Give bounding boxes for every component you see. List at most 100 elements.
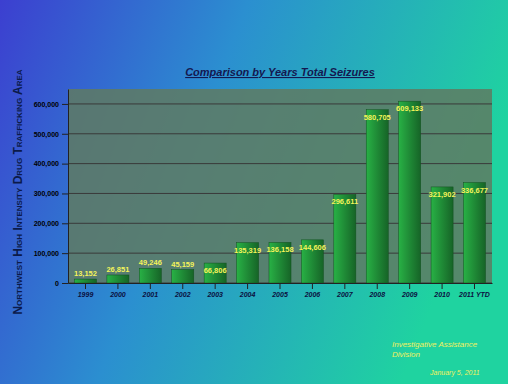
y-tick: 100,000 [34, 250, 68, 258]
chart-svg: Northwest High Intensity Drug Traffickin… [0, 0, 508, 384]
x-tick-label: 2003 [206, 291, 223, 298]
annotation: January 5, 2011 [429, 369, 480, 377]
y-tick-mark [62, 164, 68, 165]
x-tick-label: 2010 [433, 291, 450, 298]
x-tick: 2007 [336, 283, 354, 298]
x-tick-mark [377, 283, 378, 289]
bar [463, 183, 485, 283]
data-labels: 13,152 26,851 49,246 45,159 66,806 135,319 136… [74, 104, 488, 278]
x-tick: 1999 [78, 283, 94, 298]
x-tick-label: 2008 [368, 291, 385, 298]
plot-area [68, 89, 492, 283]
x-tick: 2003 [206, 283, 223, 298]
x-tick-mark [474, 283, 475, 289]
y-tick-label: 400,000 [34, 160, 59, 168]
y-tick-mark [62, 253, 68, 254]
grid [68, 104, 492, 283]
x-tick-mark [247, 283, 248, 289]
x-axis: 1999 2000 2001 2002 2003 2004 2005 2006 2007 2008… [69, 283, 493, 298]
data-label: 45,159 [171, 260, 194, 269]
background [0, 0, 508, 384]
data-label: 135,319 [234, 246, 261, 255]
x-tick: 2011 YTD [458, 283, 490, 298]
y-tick: 600,000 [34, 101, 68, 109]
bar [431, 187, 453, 283]
x-tick: 2009 [401, 283, 418, 298]
data-label: 136,158 [266, 245, 293, 254]
x-tick-label: 2011 YTD [458, 291, 490, 298]
bar [74, 279, 96, 283]
x-tick-mark [150, 283, 151, 289]
y-tick-mark [62, 193, 68, 194]
data-label: 336,677 [461, 186, 488, 195]
x-tick-label: 1999 [78, 291, 94, 298]
x-tick-mark [409, 283, 410, 289]
x-tick-mark [215, 283, 216, 289]
bar [139, 268, 161, 283]
x-tick-label: 2006 [304, 291, 321, 298]
annotation-line: Investigative Assistance [392, 340, 478, 349]
x-tick-mark [182, 283, 183, 289]
chart-container: Northwest High Intensity Drug Traffickin… [0, 0, 508, 384]
y-tick: 500,000 [34, 131, 68, 139]
y-tick-mark [62, 223, 68, 224]
y-tick: 300,000 [34, 190, 68, 198]
y-tick-label: 0 [55, 280, 59, 287]
y-tick: 400,000 [34, 160, 68, 168]
data-label: 49,246 [139, 258, 162, 267]
y-tick-label: 300,000 [34, 190, 59, 198]
grid-line [68, 223, 492, 224]
x-tick-label: 2009 [401, 291, 418, 298]
data-label: 580,705 [364, 113, 391, 122]
y-tick-mark [62, 104, 68, 105]
bar [107, 275, 129, 283]
x-tick-mark [280, 283, 281, 289]
data-label: 321,902 [429, 190, 456, 199]
x-tick: 2010 [433, 283, 450, 298]
bar [399, 101, 421, 283]
y-axis-line [68, 90, 69, 284]
x-tick-mark [344, 283, 345, 289]
bar [172, 270, 194, 283]
y-tick-label: 600,000 [34, 101, 59, 109]
y-tick-label: 200,000 [34, 220, 59, 228]
x-tick-label: 2002 [174, 291, 191, 298]
data-label: 609,133 [396, 104, 423, 113]
y-tick-label: 100,000 [34, 250, 59, 258]
x-tick-mark [312, 283, 313, 289]
x-tick-label: 2007 [336, 291, 354, 298]
x-tick: 2006 [304, 283, 321, 298]
x-tick-label: 2001 [142, 291, 159, 298]
x-tick-mark [442, 283, 443, 289]
x-tick: 2001 [142, 283, 159, 298]
x-tick: 2004 [239, 283, 256, 298]
bar [204, 263, 226, 283]
bar [334, 194, 356, 283]
y-tick: 200,000 [34, 220, 68, 228]
chart-title: Comparison by Years Total Seizures [185, 66, 375, 78]
x-tick: 2005 [271, 283, 288, 298]
data-label: 66,806 [204, 266, 227, 275]
data-label: 26,851 [106, 265, 129, 274]
data-label: 13,152 [74, 269, 97, 278]
x-tick-label: 2005 [271, 291, 288, 298]
y-tick-label: 500,000 [34, 131, 59, 139]
x-tick-label: 2000 [109, 291, 126, 298]
data-label: 144,606 [299, 243, 326, 252]
x-tick: 2002 [174, 283, 191, 298]
grid-line [68, 163, 492, 164]
y-tick-mark [62, 134, 68, 135]
y-tick: 0 [55, 280, 68, 287]
x-tick: 2008 [368, 283, 385, 298]
bar [366, 110, 388, 283]
x-tick-mark [85, 283, 86, 289]
bars [74, 101, 485, 283]
grid-line [68, 103, 492, 104]
y-axis: 0 100,000 200,000 300,000 400,000 500,000 600,… [34, 90, 69, 287]
annotation: Investigative AssistanceDivision [392, 340, 478, 359]
grid-line [68, 133, 492, 134]
x-tick: 2000 [109, 283, 126, 298]
y-tick-mark [62, 283, 68, 284]
data-label: 296,611 [331, 197, 358, 206]
side-title: Northwest High Intensity Drug Traffickin… [11, 69, 25, 314]
